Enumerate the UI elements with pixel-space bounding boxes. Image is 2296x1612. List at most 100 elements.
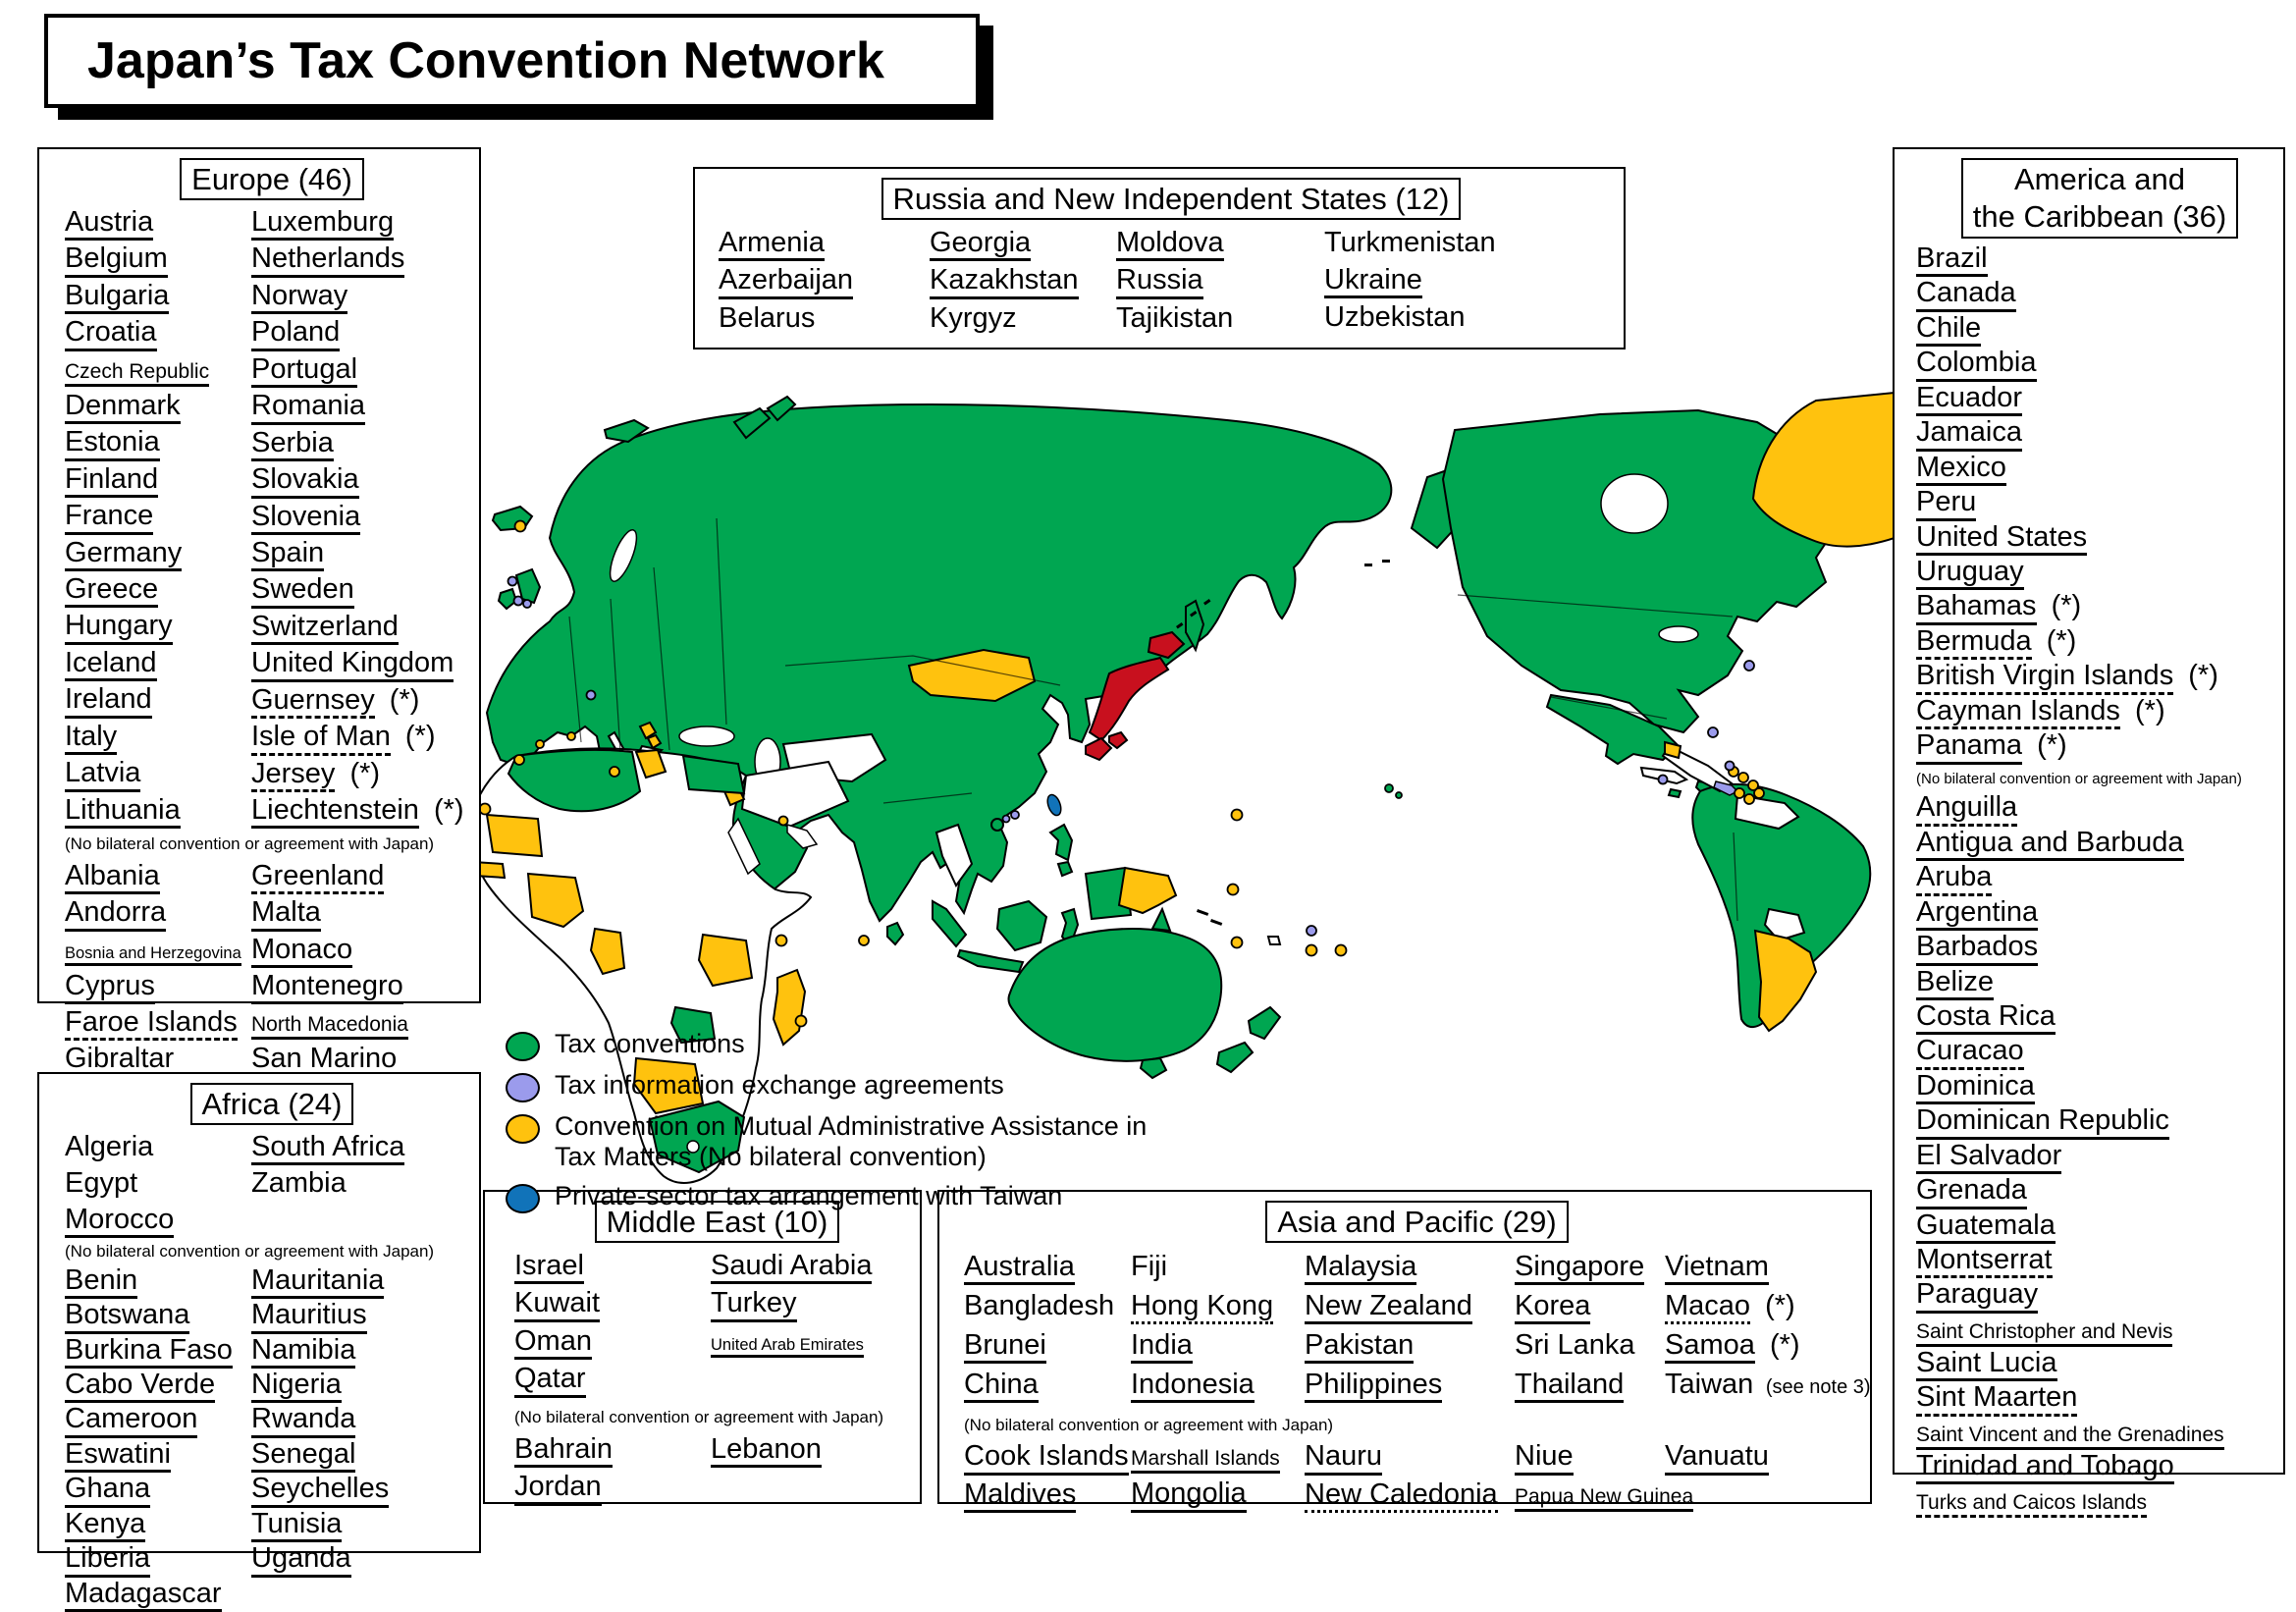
country-entry: Uganda: [251, 1542, 389, 1578]
country-entry: Brunei: [964, 1325, 1131, 1365]
country-label: Greece: [65, 574, 159, 609]
country-label: Canada: [1916, 278, 2016, 312]
country-label: Panama: [1916, 730, 2023, 765]
country-note: (*): [397, 721, 436, 753]
hudson-bay: [1600, 473, 1669, 534]
country-entry: Cameroon: [65, 1403, 251, 1438]
balkan-yellow-2: [646, 733, 663, 750]
country-entry: Benin: [65, 1264, 251, 1300]
country-entry: Czech Republic: [65, 351, 251, 388]
country-entry: Jamaica: [1916, 416, 2283, 452]
country-label: Serbia: [251, 427, 334, 462]
country-entry: Spain: [251, 535, 464, 572]
cook-islands-dot: [1334, 943, 1348, 957]
country-entry: Uzbekistan: [1324, 298, 1496, 336]
nauru-dot: [1226, 883, 1240, 896]
country-entry: Faroe Islands: [65, 1004, 251, 1042]
country-entry: Ecuador: [1916, 382, 2283, 417]
country-entry: Poland: [251, 314, 464, 351]
country-entry: Israel: [514, 1247, 711, 1285]
region-box-europe: Europe (46) Austria Belgium Bulgaria Croati…: [37, 147, 481, 1078]
country-entry: Armenia: [719, 224, 930, 262]
country-label: Armenia: [719, 228, 825, 262]
country-label: Albania: [65, 860, 160, 895]
country-label: Qatar: [514, 1364, 586, 1398]
country-entry: Liechtenstein (*): [251, 792, 464, 830]
kyushu: [1085, 736, 1113, 762]
bahamas-dot: [1707, 726, 1719, 738]
country-entry: Bahrain: [514, 1430, 711, 1469]
egypt: [681, 754, 746, 795]
country-label: Azerbaijan: [719, 265, 854, 299]
country-label: Curacao: [1916, 1036, 2024, 1070]
country-label: India: [1131, 1330, 1193, 1365]
country-entry: Netherlands: [251, 241, 464, 278]
country-entry: Slovakia: [251, 461, 464, 499]
caribbean-dot-5: [1743, 793, 1755, 805]
gibraltar-dot: [513, 754, 525, 766]
country-label: Marshall Islands: [1131, 1448, 1280, 1475]
greenland: [1751, 391, 1895, 548]
country-entry: Italy: [65, 719, 251, 756]
great-lakes: [1658, 625, 1699, 643]
country-label: Czech Republic: [65, 360, 210, 387]
country-label: Aruba: [1916, 862, 1993, 896]
honshu: [1088, 656, 1170, 742]
country-entry: Kyrgyz: [930, 299, 1116, 337]
country-entry: Burkina Faso: [65, 1334, 251, 1369]
country-entry: Kuwait: [514, 1284, 711, 1322]
country-label: Bulgaria: [65, 280, 170, 315]
russia-column-2: Georgia Kazakhstan Kyrgyz: [930, 224, 1116, 337]
country-label: Romania: [251, 391, 366, 425]
country-entry: Croatia: [65, 314, 251, 351]
country-entry: United Kingdom: [251, 645, 464, 682]
country-entry: North Macedonia: [251, 1004, 408, 1041]
legend-label: Tax information exchange agreements: [555, 1070, 1004, 1100]
country-entry: Panama (*): [1916, 729, 2283, 765]
asiapac-column-3: Malaysia New Zealand Pakistan Philippines: [1305, 1247, 1515, 1407]
bvi-dot: [1724, 760, 1735, 772]
country-entry: Brazil: [1916, 242, 2283, 278]
country-label: Vietnam: [1665, 1252, 1769, 1286]
country-label: Sint Maarten: [1916, 1382, 2078, 1417]
country-label: Belize: [1916, 966, 1994, 1000]
country-label: Chile: [1916, 312, 1982, 348]
country-entry: Austria: [65, 204, 251, 242]
country-entry: Lebanon: [711, 1430, 822, 1469]
country-entry: Bosnia and Herzegovina: [65, 932, 251, 968]
country-entry: Belarus: [719, 299, 930, 337]
country-label: Dominican Republic: [1916, 1105, 2169, 1140]
country-label: Latvia: [65, 758, 141, 792]
country-entry: Albania: [65, 858, 251, 895]
country-label: Colombia: [1916, 348, 2037, 382]
country-label: Kyrgyz: [930, 301, 1017, 334]
country-entry: Costa Rica: [1916, 1000, 2283, 1036]
mauritania: [485, 813, 544, 858]
cameroon: [589, 927, 626, 976]
malta-dot: [609, 766, 620, 778]
country-label: Egypt: [65, 1167, 138, 1199]
country-label: Cameroon: [65, 1404, 198, 1438]
country-label: Kuwait: [514, 1288, 601, 1322]
country-entry: Thailand: [1515, 1365, 1665, 1404]
country-label: Slovakia: [251, 464, 359, 499]
maldives-dot: [858, 935, 870, 946]
niue-dot: [1305, 943, 1318, 957]
country-entry: Cayman Islands (*): [1916, 695, 2283, 730]
country-label: Ukraine: [1324, 265, 1422, 299]
country-entry: Macao (*): [1665, 1286, 1871, 1325]
australia: [1007, 928, 1223, 1062]
russia-column-3: Moldova Russia Tajikistan: [1116, 224, 1324, 337]
country-label: France: [65, 501, 154, 535]
no-bilateral-note: (No bilateral convention or agreement wi…: [65, 834, 435, 854]
country-label: New Caledonia: [1305, 1478, 1498, 1514]
country-entry: Chile: [1916, 312, 2283, 348]
country-entry: Korea: [1515, 1286, 1665, 1325]
red-sea: [727, 817, 761, 876]
small-black-islets: [1176, 560, 1390, 926]
caribbean-dot-4: [1753, 787, 1765, 799]
balkan-yellow-1: [638, 721, 658, 740]
country-note: (*): [2038, 624, 2077, 657]
country-label: Brunei: [964, 1330, 1046, 1365]
country-entry: Niue: [1515, 1437, 1665, 1476]
